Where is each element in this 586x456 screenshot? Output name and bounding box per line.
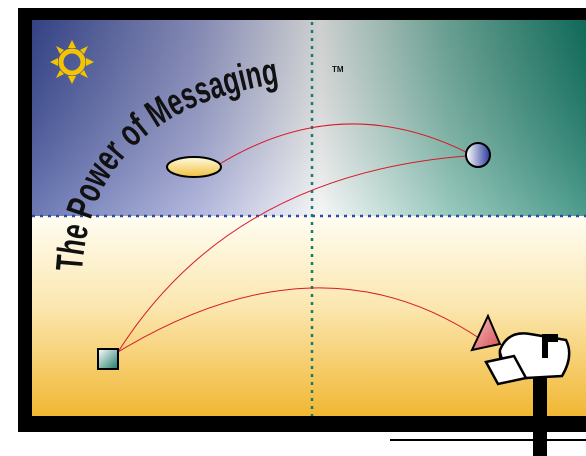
ground xyxy=(32,216,586,416)
page: {"title": "The Power of Messaging", "tra… xyxy=(0,0,586,456)
square-shape xyxy=(98,349,118,369)
trademark: TM xyxy=(332,65,344,74)
sphere-shape xyxy=(466,143,490,167)
illustration: The Power of Messaging TM xyxy=(0,0,586,456)
sky-shade xyxy=(32,20,586,216)
ellipse-shape xyxy=(167,157,221,177)
